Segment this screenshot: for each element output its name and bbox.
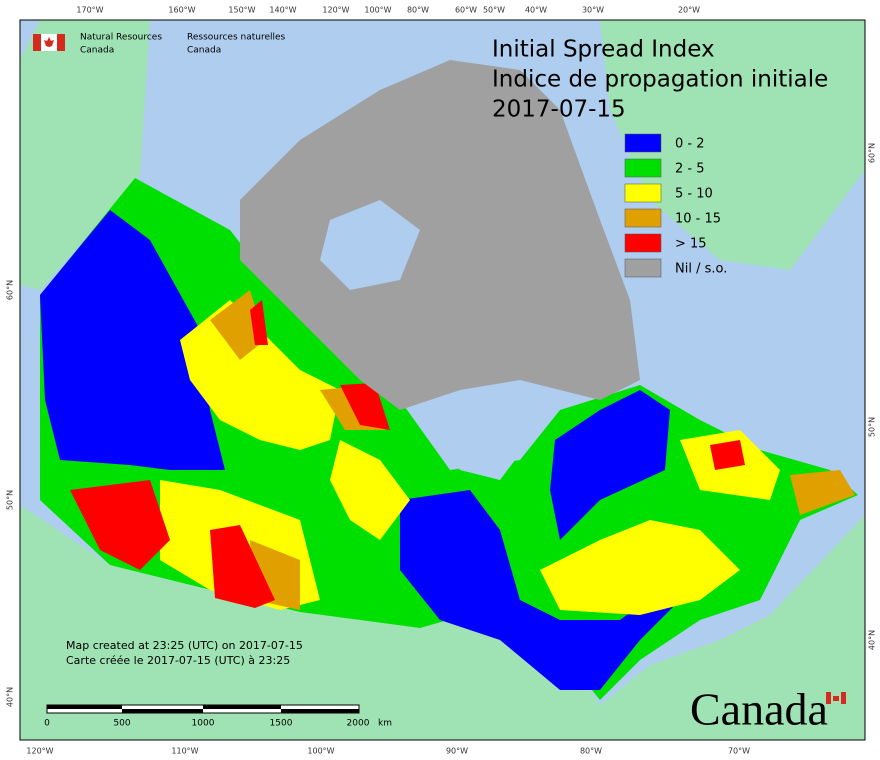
legend-label: Nil / s.o. [675,262,727,277]
arctic-channel [320,200,420,290]
map-body [19,19,866,741]
scale-label: 1000 [192,719,215,729]
region [550,390,670,540]
graticule-label: 60°N [868,143,877,163]
note: Map created at 23:25 (UTC) on 2017-07-15 [66,639,303,652]
graticule-label: 80°W [407,6,429,15]
wordmark: Canada [690,684,846,735]
scale-seg [47,705,122,709]
region [210,290,265,360]
graticule-label: 120°W [322,6,349,15]
legend-swatch [624,158,662,178]
legend-swatch [624,208,662,228]
graticule-label: 150°W [228,6,255,15]
wordmark-text: Canada [690,684,828,735]
graticule-label: 100°W [307,747,334,756]
graticule-label: 20°W [678,6,700,15]
graticule-label: 50°W [483,6,505,15]
graticule-label: 110°W [171,747,198,756]
graticule-label: 170°W [76,6,103,15]
legend-swatch [624,133,662,153]
region [180,300,340,450]
greenland [600,20,865,270]
graticule-label: 160°W [168,6,195,15]
united-states [20,505,865,740]
legend-label: 0 - 2 [675,137,705,152]
scale-label: 1500 [270,719,293,729]
title: Initial Spread Index [492,37,715,63]
flag-band [33,34,41,51]
region [540,520,740,615]
region [70,480,170,570]
org-fr: Canada [187,46,221,56]
graticule-label: 140°W [269,6,296,15]
title-fr: Indice de propagation initiale [492,67,828,93]
graticule-labels: 170°W 160°W 150°W 140°W 120°W 100°W 80°W 60°W 50… [6,6,877,756]
graticule-label: 80°W [580,747,602,756]
region [340,383,390,430]
graticule-label: 70°W [728,747,750,756]
scale-seg [122,709,203,713]
region [330,440,410,540]
scale-label: 0 [44,719,50,729]
graticule-label: 60°W [455,6,477,15]
org-en: Canada [80,46,114,56]
region [210,525,275,608]
hudson-bay [430,395,530,480]
flag-leaf [44,37,54,47]
note: Carte créée le 2017-07-15 (UTC) à 23:25 [66,654,290,667]
graticule-label: 90°W [446,747,468,756]
region [790,470,855,515]
legend-swatch [624,183,662,203]
scale-label: 2000 [347,719,370,729]
region [710,440,745,470]
region [40,210,225,470]
header: Natural Resources Canada Ressources natu… [33,33,286,56]
scale-seg [203,705,281,709]
legend-label: > 15 [675,237,707,252]
graticule-label: 60°N [6,280,15,300]
graticule-label: 50°N [868,417,877,437]
legend-swatch [624,258,662,278]
org-en: Natural Resources [80,33,162,43]
graticule-label: 50°N [6,490,15,510]
scale-seg [281,709,359,713]
graticule-label: 40°N [6,687,15,707]
alaska [20,20,150,290]
legend-label: 2 - 5 [675,162,705,177]
legend-label: 5 - 10 [675,187,713,202]
scale-unit: km [378,719,392,729]
flag-band [841,692,846,704]
graticule-label: 40°W [525,6,547,15]
region [250,300,268,345]
scale-label: 500 [113,719,130,729]
org-fr: Ressources naturelles [187,33,286,43]
graticule-label: 100°W [364,6,391,15]
scale-bar: km 0 500 1000 1500 2000 [44,704,392,729]
legend: 0 - 2 2 - 5 5 - 10 10 - 15 > 15 Nil / s.o. [624,133,727,278]
flag-leaf [833,696,839,701]
legend-swatch [624,233,662,253]
graticule-label: 30°W [582,6,604,15]
region [400,490,680,690]
graticule-label: 120°W [26,747,53,756]
flag-band [57,34,65,51]
map-frame [19,19,866,741]
flag-band [826,692,831,704]
region [240,60,640,410]
date: 2017-07-15 [492,97,626,123]
graticule-label: 40°N [868,630,877,650]
legend-label: 10 - 15 [675,212,721,227]
